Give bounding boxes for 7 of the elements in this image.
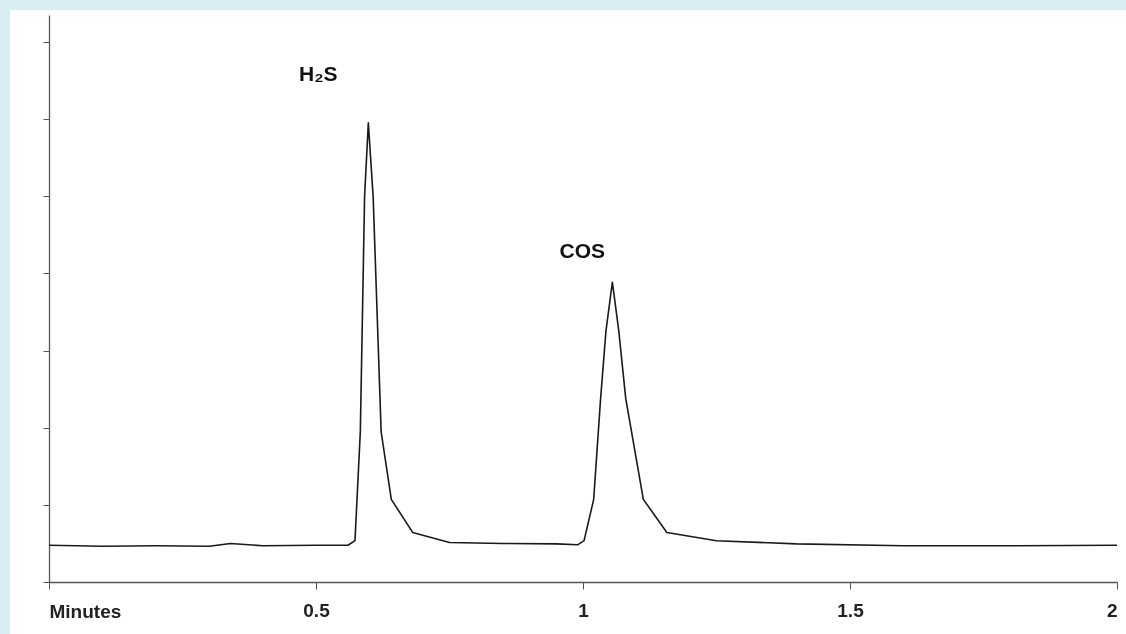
x-tick-label: 1.5 xyxy=(837,599,865,621)
x-tick-label: 1 xyxy=(578,599,590,621)
x-tick-label: 0.5 xyxy=(303,599,331,621)
annotation: COS xyxy=(559,239,606,263)
annotation: H₂S xyxy=(299,61,338,85)
x-tick-label: 2 xyxy=(1106,599,1118,621)
x-axis-title: Minutes xyxy=(49,600,122,622)
